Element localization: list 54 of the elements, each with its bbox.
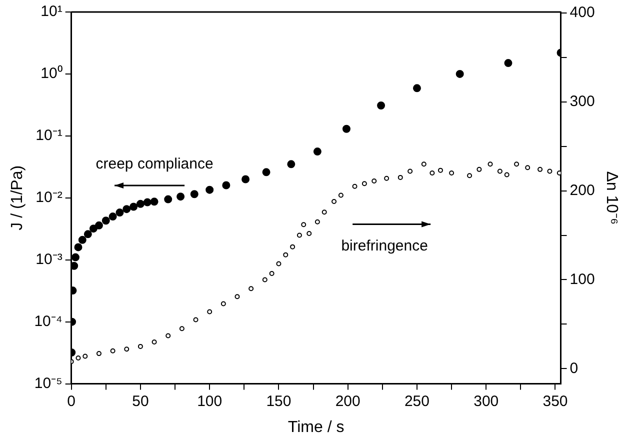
point <box>412 84 421 92</box>
y-tick-label: 10⁻⁵ <box>34 374 62 392</box>
y2-tick-label: 300 <box>570 92 595 110</box>
point <box>342 124 350 133</box>
point <box>164 195 172 204</box>
point <box>94 221 103 230</box>
x-axis-title: Time / s <box>288 418 344 436</box>
point <box>222 181 230 190</box>
point <box>287 160 296 168</box>
point <box>136 200 144 208</box>
x-tick-label: 50 <box>132 392 149 410</box>
y2-tick-label: 100 <box>570 270 595 288</box>
x-tick-label: 150 <box>266 392 292 410</box>
annotation: creep compliance <box>96 156 214 173</box>
y2-tick-label: 200 <box>570 182 595 199</box>
point <box>71 253 80 262</box>
point <box>206 186 214 194</box>
point <box>108 212 117 221</box>
x-tick-label: 0 <box>67 392 76 410</box>
x-tick-label: 350 <box>542 392 568 410</box>
y-tick-label: 10⁻³ <box>36 251 62 268</box>
point <box>150 198 158 206</box>
y-axis-title: J / (1/Pa) <box>9 165 26 230</box>
point <box>74 243 82 252</box>
x-tick-label: 200 <box>335 392 360 410</box>
point <box>71 262 78 270</box>
y-tick-label: 10⁻⁴ <box>34 312 62 330</box>
point <box>313 148 322 156</box>
point <box>122 205 131 214</box>
y-tick-label: 10⁻¹ <box>36 127 62 144</box>
y-tick-label: 10⁰ <box>40 65 62 82</box>
x-tick-label: 100 <box>197 392 222 410</box>
annotation: birefringence <box>341 237 428 254</box>
point <box>78 236 86 244</box>
point <box>456 70 464 78</box>
point <box>130 202 138 211</box>
x-tick-label: 250 <box>404 392 430 410</box>
point <box>102 216 110 225</box>
point <box>377 101 386 110</box>
point <box>89 224 98 233</box>
y-tick-label: 10⁻² <box>36 189 62 206</box>
point <box>176 192 185 201</box>
y2-tick-label: 400 <box>570 4 595 22</box>
y-tick-label: 10¹ <box>40 3 62 20</box>
y2-axis-title: Δn 10⁻⁶ <box>602 171 620 225</box>
point <box>116 208 124 217</box>
point <box>504 59 512 68</box>
point <box>143 198 152 206</box>
point <box>242 175 250 184</box>
point <box>190 190 198 198</box>
point <box>262 168 270 176</box>
point <box>84 230 92 238</box>
x-tick-label: 300 <box>474 392 499 410</box>
y2-tick-label: 0 <box>570 360 578 377</box>
